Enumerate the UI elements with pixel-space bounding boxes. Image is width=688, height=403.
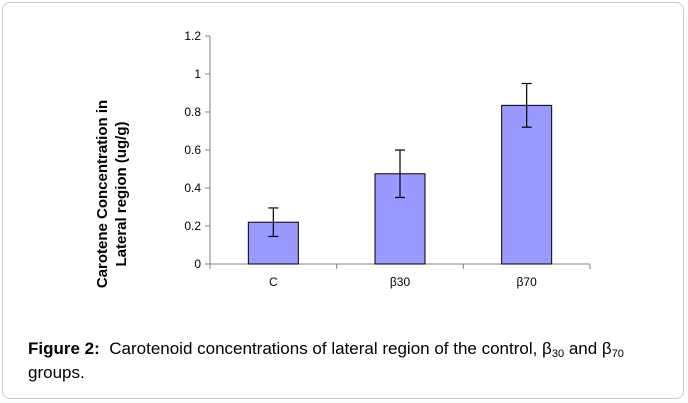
x-tick-label: β70 xyxy=(517,275,538,289)
y-tick-label: 1.2 xyxy=(184,29,201,43)
caption-sub-2: 70 xyxy=(611,348,624,360)
x-tick-label: C xyxy=(269,275,278,289)
caption-text-2: and β xyxy=(564,339,612,358)
error-bars xyxy=(268,82,532,238)
bar xyxy=(501,104,553,265)
y-axis-label-line2: Lateral region (ug/g) xyxy=(113,121,130,266)
bar xyxy=(247,221,299,265)
figure-caption: Figure 2: Carotenoid concentrations of l… xyxy=(28,337,668,385)
y-tick-label: 1 xyxy=(194,67,201,81)
figure-frame xyxy=(2,2,684,399)
y-axis-label-line1: Carotene Concentration in xyxy=(94,100,111,288)
caption-text-3: groups. xyxy=(28,363,85,382)
figure-label: Figure 2: xyxy=(28,339,100,358)
y-axis: 0 0.2 0.4 0.6 0.8 1 1.2 xyxy=(184,29,211,271)
y-tick-label: 0.8 xyxy=(184,105,201,119)
x-tick-label: β30 xyxy=(390,275,411,289)
caption-sub-1: 30 xyxy=(551,348,565,360)
y-tick-label: 0.4 xyxy=(184,181,201,195)
y-tick-label: 0 xyxy=(194,257,201,271)
bar-chart: Carotene Concentration in Lateral region… xyxy=(94,29,591,289)
y-axis-label: Carotene Concentration in Lateral region… xyxy=(94,100,130,288)
y-tick-label: 0.2 xyxy=(184,219,201,233)
y-tick-label: 0.6 xyxy=(184,143,201,157)
caption-text-1: Carotenoid concentrations of lateral reg… xyxy=(109,339,552,358)
